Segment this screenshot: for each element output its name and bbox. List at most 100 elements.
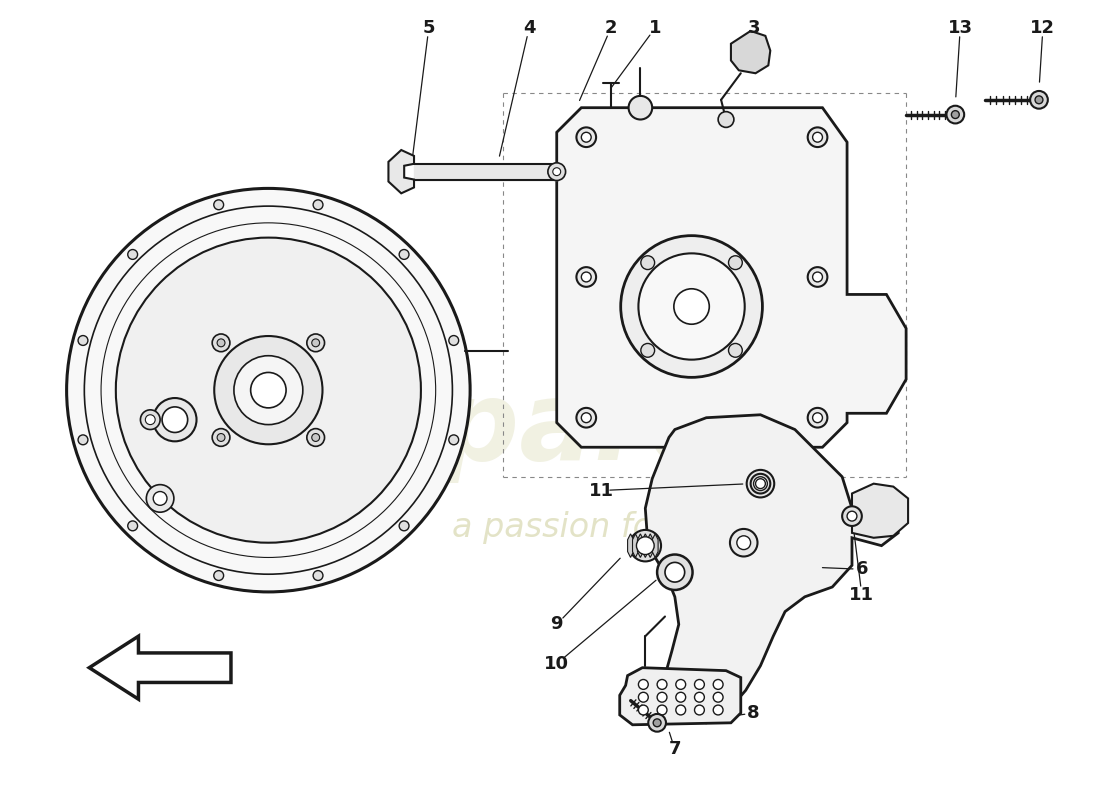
Point (741, 310, 759, 323)
Point (769, 203, 786, 216)
Point (815, 118, 833, 131)
Point (691, 314, 708, 327)
Point (585, 285, 603, 298)
Point (799, 310, 816, 323)
Point (662, 334, 680, 347)
Circle shape (807, 127, 827, 147)
Point (630, 306, 648, 319)
Point (593, 118, 611, 131)
Point (604, 394, 622, 407)
Point (785, 306, 803, 318)
Point (623, 153, 640, 166)
Point (803, 182, 821, 195)
Point (730, 222, 748, 234)
Point (802, 360, 820, 373)
Point (576, 284, 594, 297)
Point (715, 370, 733, 382)
Point (642, 372, 660, 385)
Point (581, 325, 598, 338)
Circle shape (813, 413, 823, 422)
Circle shape (750, 474, 770, 494)
Circle shape (314, 200, 323, 210)
Text: eurospares: eurospares (89, 376, 792, 483)
Point (602, 419, 619, 432)
Circle shape (234, 356, 302, 425)
Circle shape (548, 163, 565, 181)
Point (563, 403, 581, 416)
Point (565, 190, 583, 202)
Point (808, 241, 826, 254)
Point (694, 394, 712, 407)
Point (713, 293, 730, 306)
Point (758, 294, 776, 307)
Point (636, 128, 653, 141)
Point (564, 219, 582, 232)
Point (741, 323, 759, 336)
Point (691, 222, 708, 234)
Point (562, 176, 580, 189)
Point (804, 293, 822, 306)
Point (729, 366, 747, 378)
Point (769, 143, 786, 156)
Point (648, 226, 666, 238)
Point (564, 196, 582, 209)
Text: 5: 5 (422, 19, 435, 37)
Point (629, 241, 647, 254)
Point (644, 219, 661, 232)
Point (781, 412, 799, 425)
Point (735, 430, 752, 443)
Point (794, 315, 812, 328)
Point (702, 258, 719, 271)
Point (752, 393, 770, 406)
Point (810, 165, 827, 178)
Point (664, 314, 682, 327)
Text: 6: 6 (856, 560, 868, 578)
Point (685, 289, 703, 302)
Point (798, 413, 815, 426)
Point (696, 148, 714, 161)
Point (795, 283, 813, 296)
Circle shape (629, 530, 661, 562)
Point (652, 152, 670, 165)
Point (620, 418, 638, 431)
Point (788, 294, 805, 307)
Point (814, 180, 832, 193)
Point (719, 399, 737, 412)
Point (796, 318, 814, 331)
Point (748, 136, 766, 149)
Point (702, 115, 719, 128)
Point (657, 313, 674, 326)
Point (563, 165, 581, 178)
Circle shape (1030, 91, 1048, 109)
Point (741, 293, 759, 306)
Point (683, 322, 701, 334)
Point (654, 251, 672, 264)
Point (825, 390, 843, 403)
Point (814, 137, 832, 150)
Point (740, 427, 758, 440)
Point (585, 369, 603, 382)
Point (720, 135, 738, 148)
Point (565, 302, 583, 314)
Point (585, 379, 603, 392)
Point (562, 282, 580, 294)
Point (767, 282, 784, 295)
Point (592, 279, 609, 292)
Text: 9: 9 (550, 615, 563, 634)
Point (799, 220, 816, 233)
Point (592, 129, 609, 142)
Point (573, 244, 591, 257)
Point (779, 415, 796, 428)
Point (718, 186, 736, 199)
Point (793, 409, 811, 422)
Point (580, 186, 597, 199)
Point (717, 418, 735, 430)
Point (640, 413, 658, 426)
Point (576, 114, 594, 126)
Point (804, 166, 822, 178)
Point (646, 162, 663, 175)
Point (814, 262, 832, 274)
Point (758, 165, 776, 178)
Point (707, 262, 725, 275)
Circle shape (153, 398, 197, 442)
